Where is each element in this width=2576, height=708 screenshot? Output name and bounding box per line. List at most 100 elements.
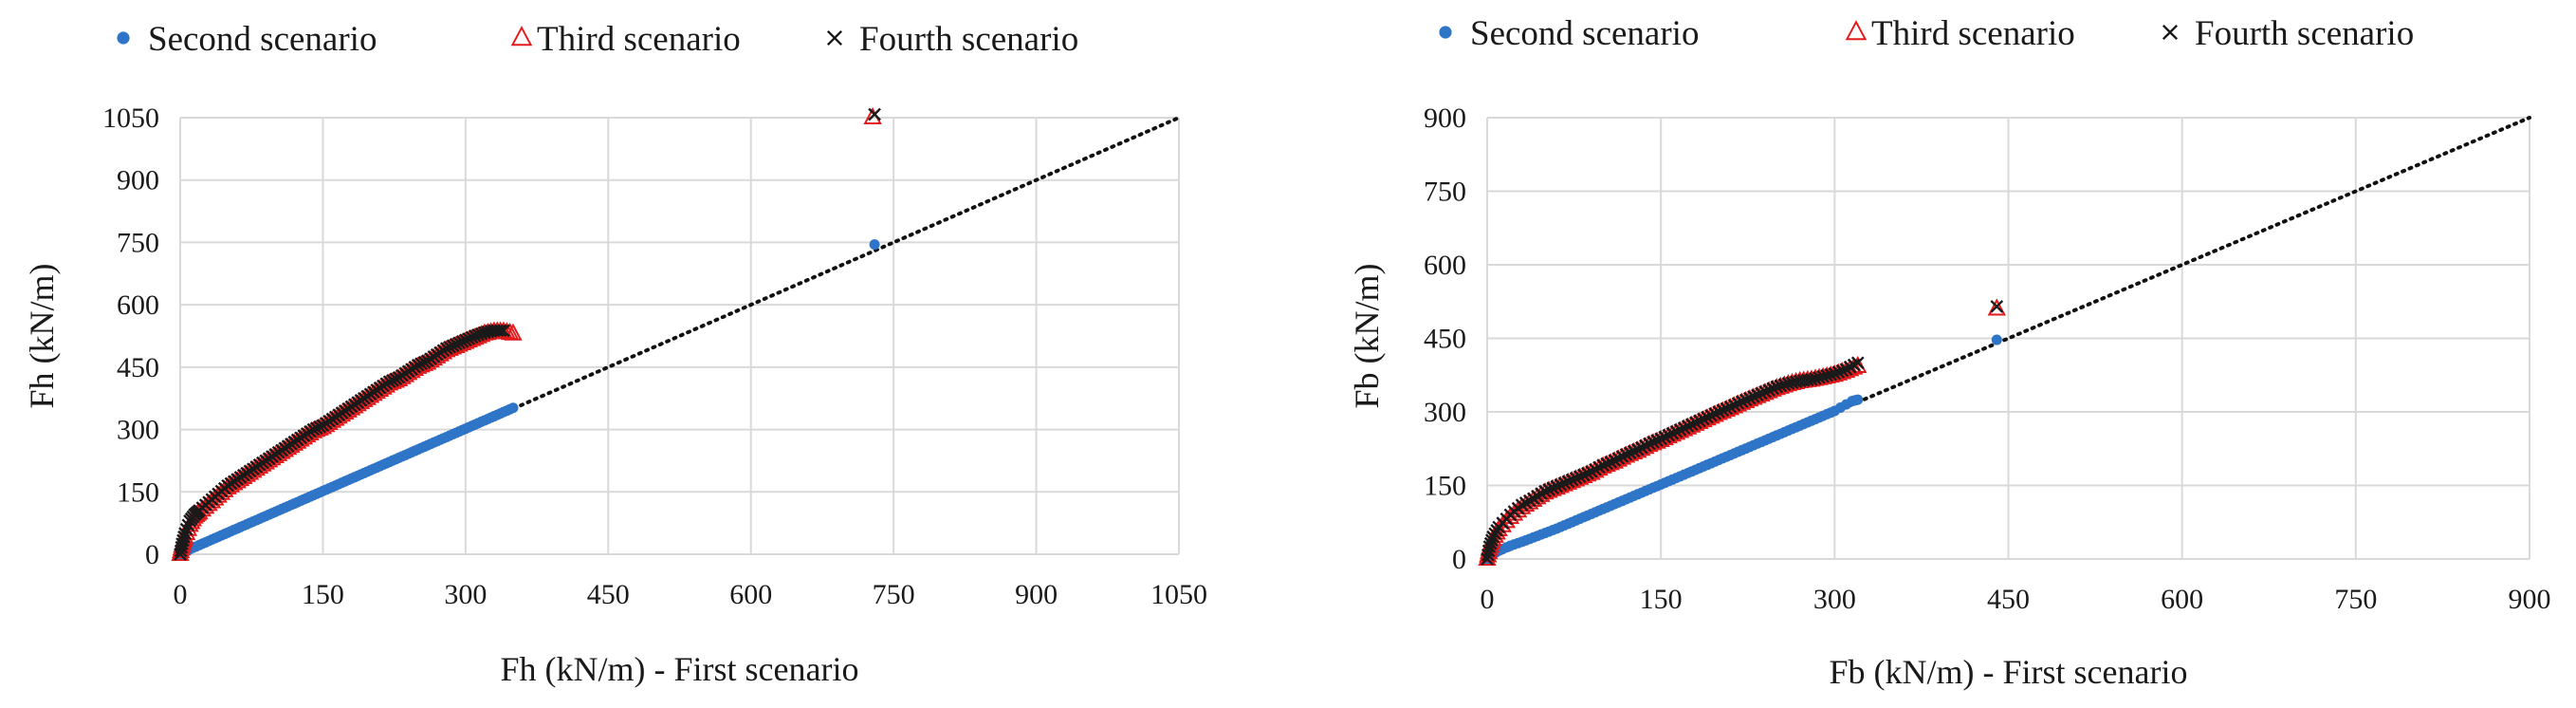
data-point bbox=[1766, 382, 1780, 396]
data-point bbox=[1852, 394, 1864, 405]
y-tick-label: 0 bbox=[145, 539, 159, 570]
data-point bbox=[1600, 456, 1614, 471]
x-axis-title: Fh (kN/m) - First scenario bbox=[501, 650, 859, 688]
data-point bbox=[1554, 477, 1568, 492]
chart-fh: 0 150 300 450 600 750 900 1050 0 150 300 450 600 750 9… bbox=[23, 20, 1207, 688]
legend-label: Second scenario bbox=[1470, 14, 1699, 53]
data-point bbox=[1576, 468, 1591, 482]
y-tick-label: 450 bbox=[117, 352, 159, 383]
y-axis-title: Fb (kN/m) bbox=[1348, 264, 1386, 409]
data-point bbox=[1697, 412, 1710, 426]
legend-marker bbox=[117, 31, 130, 45]
legend-marker bbox=[1439, 26, 1452, 39]
data-point bbox=[1835, 363, 1849, 378]
series-x bbox=[174, 107, 881, 561]
data-point bbox=[1673, 423, 1687, 437]
data-point bbox=[504, 323, 523, 341]
x-tick-label: 0 bbox=[1481, 584, 1495, 615]
data-point bbox=[1693, 414, 1706, 428]
data-point bbox=[1650, 434, 1664, 447]
y-tick-label: 150 bbox=[1424, 471, 1466, 502]
y-axis-title: Fh (kN/m) bbox=[23, 264, 61, 409]
legend-label: Third scenario bbox=[1871, 14, 2075, 53]
data-point bbox=[181, 518, 195, 532]
legend-marker bbox=[510, 26, 533, 47]
legend-label: Second scenario bbox=[148, 20, 377, 59]
data-point bbox=[1619, 448, 1633, 461]
chart-fb: 0 150 300 450 600 750 900 0 150 300 450 600 750 900 Fb… bbox=[1348, 14, 2551, 691]
data-point bbox=[1573, 470, 1587, 484]
data-point bbox=[1658, 430, 1672, 444]
data-point bbox=[1990, 300, 2004, 313]
data-point bbox=[1828, 366, 1842, 381]
data-point bbox=[1991, 334, 2002, 345]
data-point bbox=[1542, 483, 1555, 496]
data-point bbox=[1731, 397, 1745, 410]
data-point bbox=[1569, 472, 1583, 485]
data-point bbox=[1809, 372, 1822, 385]
data-point bbox=[417, 355, 432, 369]
series-x bbox=[1481, 300, 2004, 566]
data-point bbox=[178, 527, 192, 540]
data-point bbox=[1735, 395, 1749, 408]
x-tick-label: 750 bbox=[873, 579, 915, 610]
y-tick-label: 900 bbox=[117, 165, 159, 196]
x-tick-label: 900 bbox=[1015, 579, 1058, 610]
x-tick-label: 600 bbox=[729, 579, 772, 610]
data-point bbox=[1727, 399, 1741, 412]
data-point bbox=[1739, 393, 1753, 407]
data-point bbox=[1824, 367, 1838, 382]
data-point bbox=[1565, 473, 1579, 487]
x-tick-label: 300 bbox=[444, 579, 487, 610]
data-point bbox=[1751, 388, 1764, 402]
data-point bbox=[1820, 368, 1834, 382]
legend-marker bbox=[826, 29, 843, 47]
data-point bbox=[1654, 432, 1668, 446]
x-tick-label: 900 bbox=[2509, 584, 2551, 615]
x-tick-label: 600 bbox=[2161, 584, 2203, 615]
y-tick-label: 600 bbox=[117, 289, 159, 321]
data-point bbox=[497, 324, 510, 338]
data-point bbox=[1615, 450, 1629, 463]
y-tick-label: 150 bbox=[117, 476, 159, 508]
legend-label: Third scenario bbox=[537, 20, 741, 59]
data-point bbox=[507, 402, 519, 414]
y-tick-label: 0 bbox=[1452, 544, 1466, 575]
data-point bbox=[869, 239, 880, 251]
data-point bbox=[1550, 479, 1564, 494]
data-point bbox=[177, 530, 191, 544]
data-point bbox=[389, 372, 403, 386]
series-circle bbox=[175, 239, 880, 560]
y-tick-label: 1050 bbox=[102, 102, 159, 134]
data-point bbox=[1831, 365, 1846, 379]
data-point bbox=[1688, 416, 1702, 430]
data-point bbox=[1812, 370, 1826, 384]
data-point bbox=[1677, 421, 1691, 435]
x-tick-label: 450 bbox=[587, 579, 630, 610]
data-point bbox=[1720, 401, 1734, 416]
x-tick-label: 150 bbox=[1640, 584, 1683, 615]
legend-marker bbox=[2162, 24, 2179, 41]
data-point bbox=[1712, 405, 1726, 419]
data-point bbox=[1747, 390, 1760, 403]
data-point bbox=[1777, 378, 1792, 392]
data-point bbox=[1805, 373, 1818, 386]
data-point bbox=[1742, 391, 1757, 405]
data-point bbox=[1850, 356, 1865, 370]
data-point bbox=[1816, 369, 1830, 383]
series-circle bbox=[1481, 334, 2002, 565]
data-point bbox=[313, 419, 326, 434]
data-point bbox=[1538, 484, 1552, 498]
x-tick-label: 150 bbox=[302, 579, 344, 610]
data-point bbox=[1987, 298, 2006, 316]
data-point bbox=[1643, 437, 1656, 451]
data-point bbox=[1665, 426, 1680, 440]
y-tick-label: 300 bbox=[117, 415, 159, 446]
data-point bbox=[1481, 544, 1496, 558]
data-point bbox=[1758, 384, 1772, 399]
data-point bbox=[1630, 442, 1645, 456]
data-point bbox=[1611, 452, 1626, 465]
data-point bbox=[868, 107, 881, 121]
data-point bbox=[1580, 466, 1594, 480]
